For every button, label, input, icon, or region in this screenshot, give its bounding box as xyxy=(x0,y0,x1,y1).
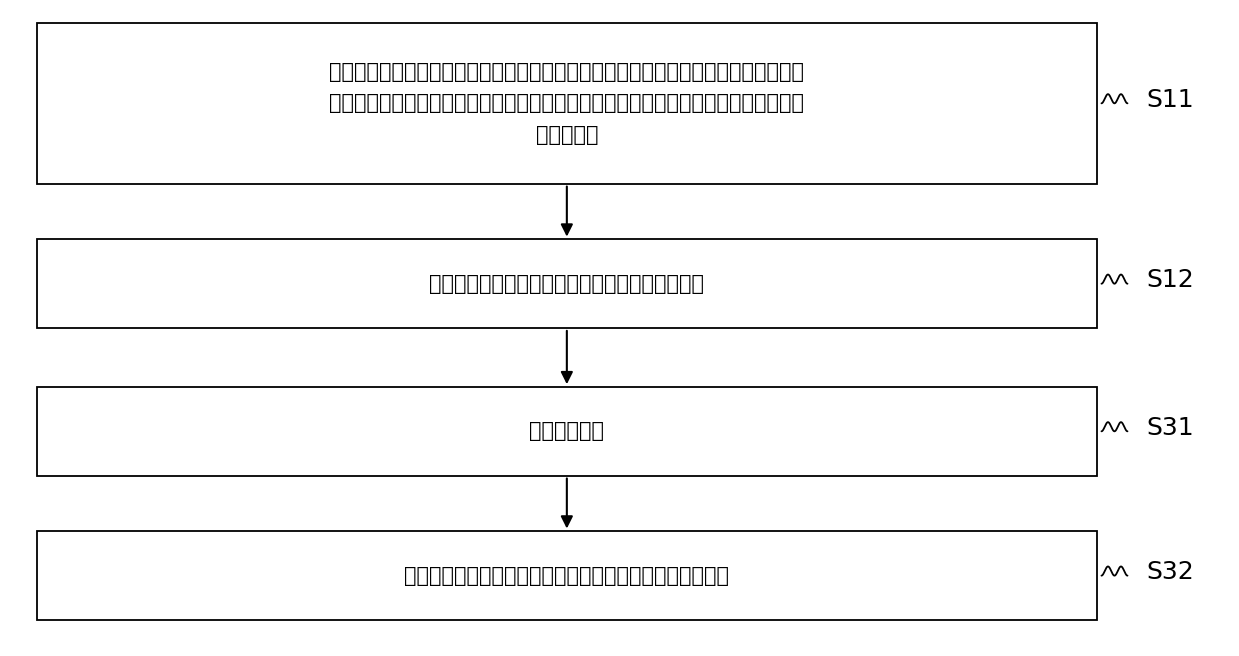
Text: 在检测到头戴式设备处于预设状态时，获取头戴式设备的第一动作轨迹参数，直至检测
到头戴式设备经过状态变化后重新处于预设状态或获取第一动作轨迹参数的时长达到第
一预: 在检测到头戴式设备处于预设状态时，获取头戴式设备的第一动作轨迹参数，直至检测 到… xyxy=(330,62,804,144)
Bar xyxy=(37,239,1097,328)
Text: S11: S11 xyxy=(1146,88,1193,112)
Bar xyxy=(37,531,1097,620)
Bar xyxy=(37,387,1097,476)
Text: S12: S12 xyxy=(1146,268,1194,293)
Text: 在检测到用户响应于目标功能的确认指令时，执行目标功能: 在检测到用户响应于目标功能的确认指令时，执行目标功能 xyxy=(404,565,730,586)
Bar xyxy=(37,23,1097,184)
Text: 提示目标功能: 提示目标功能 xyxy=(529,421,605,441)
Text: S32: S32 xyxy=(1146,560,1194,584)
Text: 根据第一动作轨迹参数确定头戴式设备的目标功能: 根据第一动作轨迹参数确定头戴式设备的目标功能 xyxy=(430,274,704,294)
Text: S31: S31 xyxy=(1146,416,1193,440)
